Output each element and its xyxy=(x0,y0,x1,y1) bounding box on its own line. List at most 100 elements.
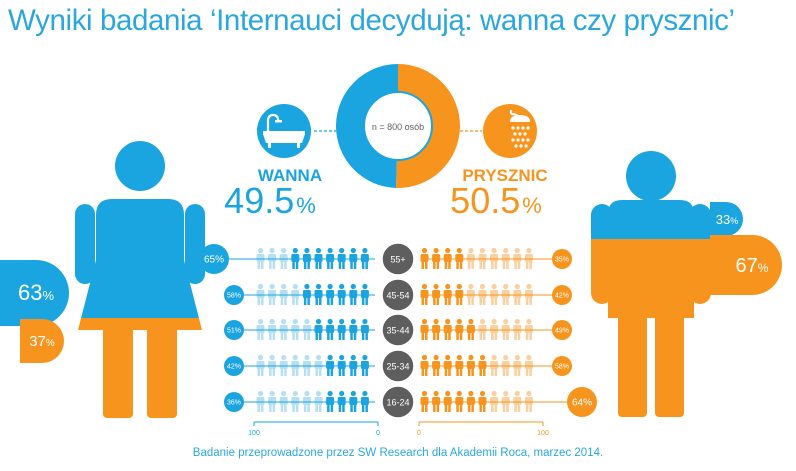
wanna-person-icon xyxy=(337,247,346,269)
prysznic-person-icon xyxy=(513,283,522,305)
footer-note: Badanie przeprowadzone przez SW Research… xyxy=(192,447,604,459)
wanna-person-icon xyxy=(268,283,277,305)
left-axis: 100 0 xyxy=(248,421,380,437)
wanna-person-icon xyxy=(314,283,323,305)
page-title: Wyniki badania ‘Internauci decydują: wan… xyxy=(8,4,735,37)
prysznic-person-icon xyxy=(524,247,533,269)
wanna-age-value: 51% xyxy=(227,328,241,335)
shower-icon xyxy=(483,104,537,158)
prysznic-age-badge xyxy=(552,285,572,305)
prysznic-person-icon xyxy=(524,283,533,305)
age-group-badge xyxy=(381,242,415,276)
wanna-person-icon xyxy=(291,247,300,269)
wanna-label: WANNA xyxy=(258,166,322,185)
wanna-person-icon xyxy=(291,390,300,412)
wanna-person-icon xyxy=(279,318,288,340)
prysznic-person-icon xyxy=(501,390,510,412)
wanna-person-icon xyxy=(360,247,369,269)
age-group-badge xyxy=(381,278,415,312)
wanna-age-badge xyxy=(224,285,244,305)
prysznic-person-icon xyxy=(501,247,510,269)
age-group-badge xyxy=(381,313,415,347)
wanna-person-icon xyxy=(256,390,265,412)
wanna-person-icon xyxy=(337,283,346,305)
wanna-person-icon xyxy=(314,354,323,376)
wanna-person-icon xyxy=(302,390,311,412)
women-wanna-badge xyxy=(0,260,69,326)
right-axis: 0 100 xyxy=(417,421,549,437)
wanna-person-icon xyxy=(302,283,311,305)
sample-size-label: n = 800 osób xyxy=(372,122,424,132)
wanna-person-icon xyxy=(256,354,265,376)
wanna-person-icon xyxy=(279,390,288,412)
women-wanna-value: 63% xyxy=(18,280,54,305)
prysznic-person-icon xyxy=(466,247,475,269)
men-wanna-badge xyxy=(710,202,743,236)
prysznic-person-icon xyxy=(443,354,452,376)
wanna-person-icon xyxy=(360,283,369,305)
prysznic-person-icon xyxy=(455,283,464,305)
prysznic-person-icon xyxy=(432,283,441,305)
prysznic-person-icon xyxy=(501,283,510,305)
prysznic-person-icon xyxy=(466,318,475,340)
age-group-badge xyxy=(381,349,415,383)
woman-figure xyxy=(75,141,205,418)
wanna-person-icon xyxy=(279,283,288,305)
age-group-label: 16-24 xyxy=(386,398,409,408)
wanna-person-icon xyxy=(326,318,335,340)
age-group-label: 25-34 xyxy=(386,362,409,372)
prysznic-age-value: 49% xyxy=(555,328,569,335)
wanna-person-icon xyxy=(326,247,335,269)
age-row-45-54: 58% 42% 45-54 xyxy=(224,278,572,312)
prysznic-person-icon xyxy=(478,390,487,412)
prysznic-person-icon xyxy=(455,354,464,376)
wanna-person-icon xyxy=(256,247,265,269)
wanna-percent: 49.5% xyxy=(224,180,316,221)
prysznic-person-icon xyxy=(432,390,441,412)
wanna-person-icon xyxy=(314,318,323,340)
wanna-person-icon xyxy=(314,247,323,269)
age-group-rows: 65% 35% 55+ 58% 42% 45-54 51% 49% 35-44 42% 58% 25-… xyxy=(199,242,597,419)
prysznic-person-icon xyxy=(420,318,429,340)
wanna-person-icon xyxy=(256,283,265,305)
prysznic-person-icon xyxy=(432,354,441,376)
prysznic-age-badge xyxy=(567,387,597,417)
prysznic-person-icon xyxy=(420,247,429,269)
wanna-age-badge xyxy=(224,392,244,412)
prysznic-age-badge xyxy=(552,320,572,340)
wanna-person-icon xyxy=(349,390,358,412)
donut-center xyxy=(363,91,433,161)
wanna-person-icon xyxy=(360,318,369,340)
age-row-16-24: 36% 64% 16-24 xyxy=(224,385,597,419)
prysznic-person-icon xyxy=(490,247,499,269)
prysznic-age-badge xyxy=(552,356,572,376)
prysznic-age-value: 58% xyxy=(555,364,569,371)
wanna-person-icon xyxy=(337,318,346,340)
prysznic-person-icon xyxy=(455,247,464,269)
wanna-person-icon xyxy=(360,390,369,412)
prysznic-person-icon xyxy=(490,318,499,340)
prysznic-person-icon xyxy=(443,247,452,269)
prysznic-person-icon xyxy=(501,354,510,376)
prysznic-person-icon xyxy=(513,390,522,412)
wanna-age-value: 42% xyxy=(227,364,241,371)
prysznic-age-value: 35% xyxy=(555,257,569,264)
prysznic-person-icon xyxy=(420,283,429,305)
prysznic-person-icon xyxy=(420,390,429,412)
prysznic-person-icon xyxy=(478,318,487,340)
prysznic-person-icon xyxy=(478,354,487,376)
wanna-age-badge xyxy=(224,320,244,340)
wanna-person-icon xyxy=(268,318,277,340)
prysznic-person-icon xyxy=(443,318,452,340)
prysznic-person-icon xyxy=(432,247,441,269)
prysznic-person-icon xyxy=(524,354,533,376)
wanna-person-icon xyxy=(302,247,311,269)
wanna-person-icon xyxy=(291,354,300,376)
women-prysznic-badge xyxy=(20,319,64,363)
prysznic-person-icon xyxy=(490,283,499,305)
age-group-badge xyxy=(381,385,415,419)
women-prysznic-value: 37% xyxy=(29,333,55,350)
wanna-person-icon xyxy=(302,354,311,376)
wanna-person-icon xyxy=(256,318,265,340)
